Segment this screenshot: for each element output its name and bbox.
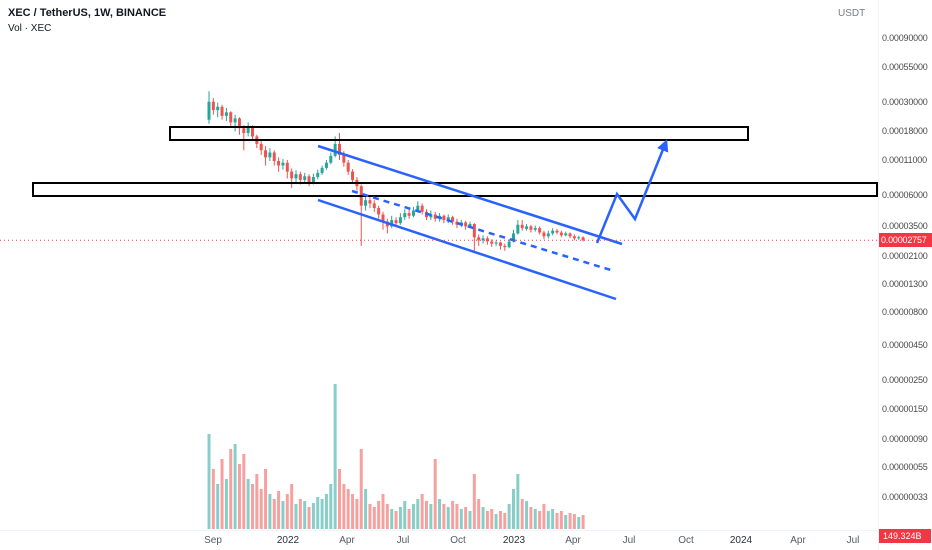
volume-indicator-label[interactable]: Vol · XEC (8, 23, 52, 34)
price-axis[interactable]: 0.00002757 149.324B 0.00090000 0.00055000… (878, 0, 932, 550)
volume-value-label: 149.324B (879, 529, 931, 543)
chart-legend: XEC / TetherUS, 1W, BINANCE Vol · XEC (8, 6, 166, 36)
symbol-title[interactable]: XEC / TetherUS, 1W, BINANCE (8, 7, 167, 19)
time-axis[interactable]: Sep 2022 Apr Jul Oct 2023 Apr Jul Oct 2024 Apr Jul (0, 530, 878, 550)
price-tick-label: 0.00000800 (882, 307, 928, 317)
drawings (0, 126, 878, 301)
time-tick-label: Oct (450, 535, 466, 546)
price-tick-label: 0.00018000 (882, 126, 928, 136)
price-tick-label: 0.00000055 (882, 462, 928, 472)
price-tick-label: 0.00000033 (882, 492, 928, 502)
price-tick-label: 0.00001300 (882, 279, 928, 289)
time-tick-label: Apr (339, 535, 355, 546)
time-tick-label: Jul (396, 535, 410, 546)
price-tick-label: 0.00000450 (882, 340, 928, 350)
price-tick-label: 0.00090000 (882, 33, 928, 43)
time-tick-label: Jul (622, 535, 636, 546)
time-tick-label: Sep (204, 535, 222, 546)
current-price-label: 0.00002757 (879, 233, 932, 247)
price-tick-label: 0.00002100 (882, 251, 928, 261)
chart-pane[interactable]: XEC / TetherUS, 1W, BINANCE Vol · XEC US… (0, 0, 878, 530)
price-tick-label: 0.00003500 (882, 221, 928, 231)
price-tick-label: 0.00000250 (882, 375, 928, 385)
price-tick-label: 0.00000150 (882, 404, 928, 414)
volume-bars (207, 384, 585, 529)
time-tick-label: 2023 (502, 535, 526, 546)
time-tick-label: Jul (846, 535, 860, 546)
price-tick-label: 0.00055000 (882, 62, 928, 72)
time-tick-label: 2022 (276, 535, 300, 546)
currency-label[interactable]: USDT (838, 8, 866, 19)
time-tick-label: Apr (790, 535, 806, 546)
price-tick-label: 0.00000090 (882, 434, 928, 444)
price-tick-label: 0.00006000 (882, 190, 928, 200)
price-tick-label: 0.00011000 (882, 155, 927, 165)
price-tick-label: 0.00030000 (882, 97, 928, 107)
price-chart-svg (0, 91, 878, 529)
time-tick-label: Oct (678, 535, 694, 546)
time-tick-label: 2024 (729, 535, 753, 546)
time-tick-label: Apr (565, 535, 581, 546)
